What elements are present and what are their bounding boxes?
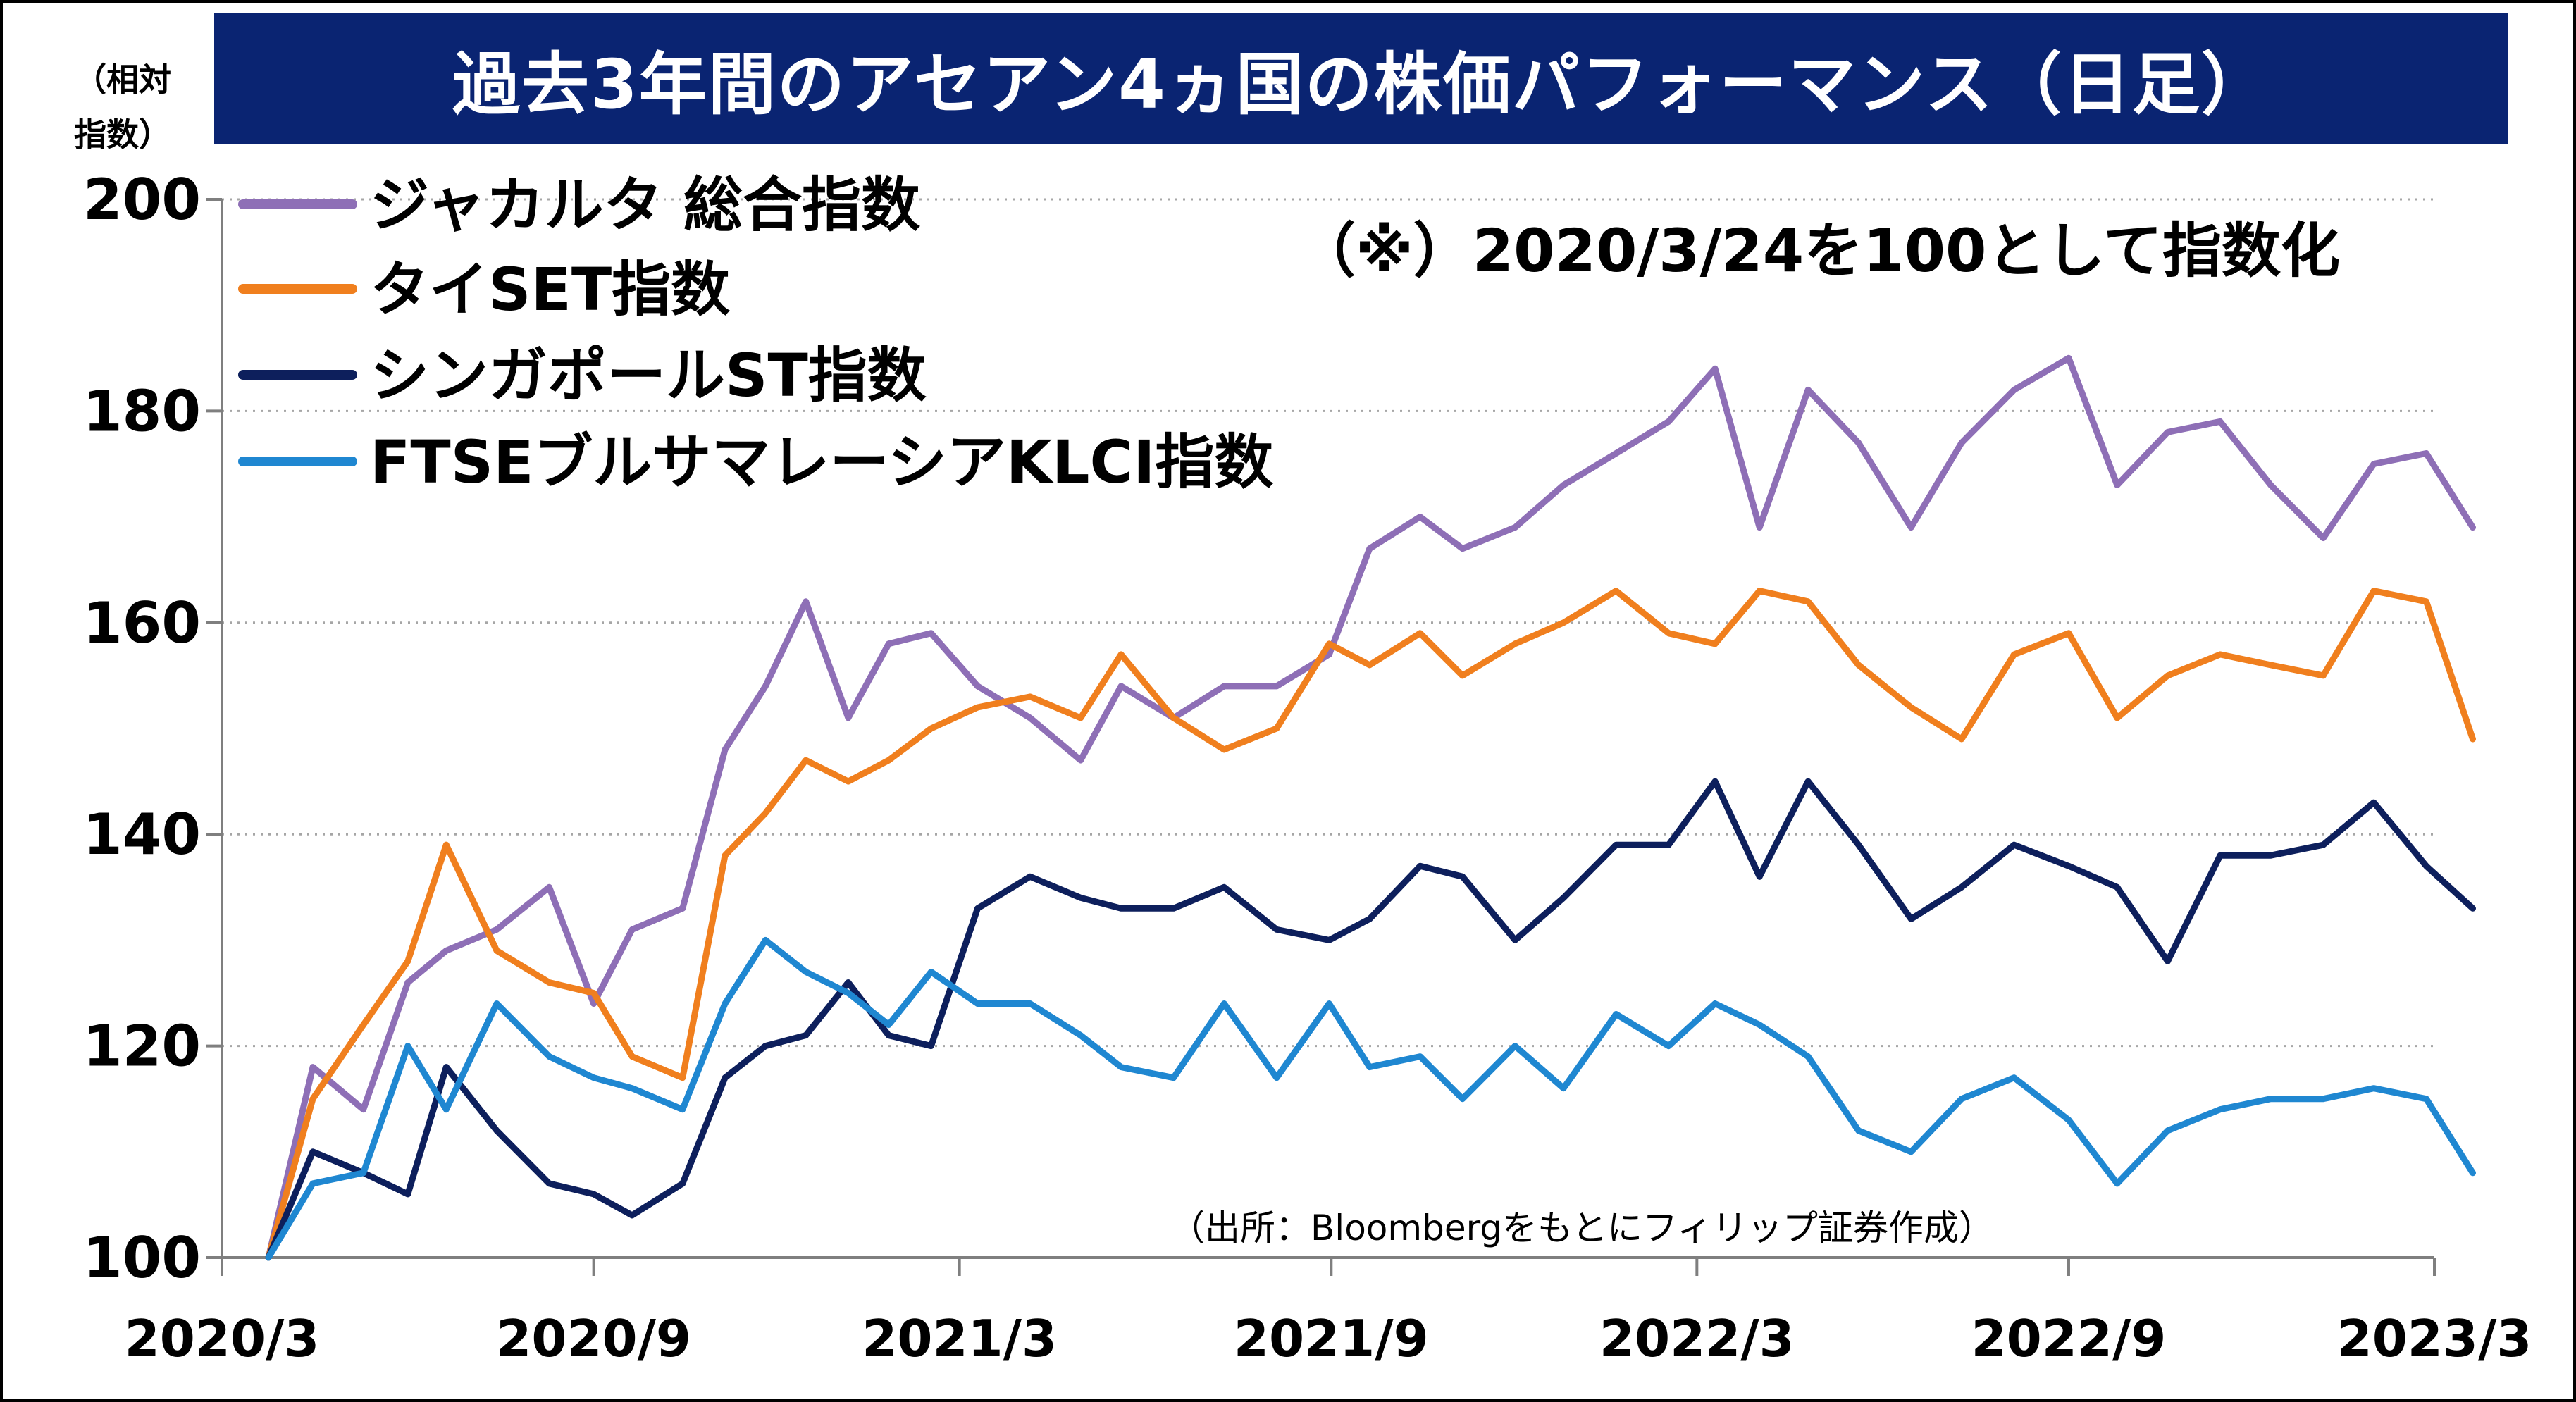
legend-label-4: FTSEブルサマレーシアKLCI指数 <box>370 428 1273 497</box>
legend-label-3: シンガポールST指数 <box>370 341 927 410</box>
x-tick-label-2022/9: 2022/9 <box>1971 1309 2167 1368</box>
x-tick-label-2020/3: 2020/3 <box>125 1309 320 1368</box>
chart-title: 過去3年間のアセアン4ヵ国の株価パフォーマンス（日足） <box>214 13 2508 144</box>
series-line-1 <box>265 354 2476 1261</box>
y-tick-label-200: 200 <box>83 167 201 232</box>
gridlines <box>222 198 2434 1048</box>
axes: 100 120 140 160 180 200 2020/3 2020/9 2021/3 2021… <box>83 167 2532 1368</box>
legend-label-1: ジャカルタ 総合指数 <box>370 170 920 240</box>
y-tick-label-120: 120 <box>83 1014 201 1079</box>
x-tick-label-2022/3: 2022/3 <box>1599 1309 1795 1368</box>
unit-label-line2: 指数） <box>74 116 171 154</box>
series-line-2 <box>265 588 2476 1261</box>
y-tick-label-160: 160 <box>83 590 201 656</box>
y-tick-label-100: 100 <box>83 1225 201 1291</box>
x-tick-label-2021/3: 2021/3 <box>862 1309 1057 1368</box>
series-line-3 <box>265 778 2476 1261</box>
source-note: （出所：Bloombergをもとにフィリップ証券作成） <box>1170 1208 1994 1248</box>
y-axis-unit-label: （相対 指数） <box>45 52 200 162</box>
series-line-4 <box>265 936 2476 1261</box>
y-tick-label-180: 180 <box>83 378 201 444</box>
x-tick-label-2021/9: 2021/9 <box>1234 1309 1429 1368</box>
y-tick-label-140: 140 <box>83 802 201 867</box>
unit-label-line1: （相対 <box>74 61 171 99</box>
normalization-note: （※）2020/3/24を100として指数化 <box>1296 216 2340 285</box>
legend-label-2: タイSET指数 <box>370 255 730 324</box>
series-lines <box>265 354 2476 1261</box>
x-tick-label-2023/3: 2023/3 <box>2337 1309 2532 1368</box>
x-tick-label-2020/9: 2020/9 <box>496 1309 691 1368</box>
